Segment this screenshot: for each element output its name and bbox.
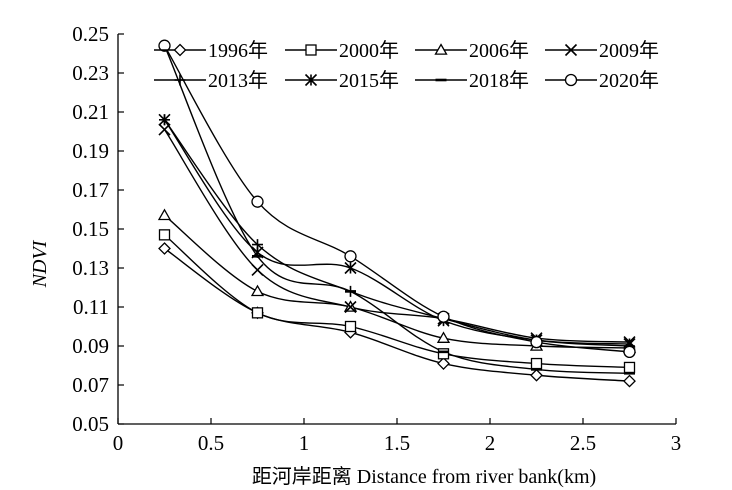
legend-label: 2020年 bbox=[599, 69, 659, 92]
y-tick-label: 0.05 bbox=[72, 412, 109, 436]
data-point-triangle bbox=[250, 284, 265, 297]
legend-label: 2013年 bbox=[208, 69, 268, 92]
y-tick-label: 0.15 bbox=[72, 217, 109, 241]
series-line-4 bbox=[163, 119, 630, 347]
legend-label: 2006年 bbox=[469, 39, 529, 62]
legend-label: 2015年 bbox=[339, 69, 399, 92]
legend-marker-plus bbox=[174, 74, 186, 86]
data-point-circle bbox=[623, 345, 636, 359]
series-markers bbox=[157, 39, 637, 388]
y-tick-label: 0.17 bbox=[72, 178, 109, 202]
legend-marker-square bbox=[305, 44, 317, 56]
data-point-diamond bbox=[623, 374, 636, 388]
axes: 0.05 0.07 0.09 0.11 0.13 0.15 0.17 0.19 0.21 0.23… bbox=[72, 22, 681, 455]
legend-label: 1996年 bbox=[208, 39, 268, 62]
legend-label: 2009年 bbox=[599, 39, 659, 62]
data-point-square bbox=[251, 307, 264, 319]
series-line-1 bbox=[164, 234, 630, 369]
data-point-triangle bbox=[436, 331, 451, 343]
x-axis-title: 距河岸距离 Distance from river bank(km) bbox=[252, 465, 596, 488]
y-axis-title: NDVI bbox=[29, 239, 51, 288]
x-tick-label: 0 bbox=[113, 431, 124, 455]
x-tick-label: 1.5 bbox=[384, 431, 410, 455]
data-point-asterisk bbox=[158, 113, 171, 126]
y-tick-label: 0.09 bbox=[72, 334, 109, 358]
data-point-diamond bbox=[437, 357, 450, 370]
data-point-diamond bbox=[530, 368, 543, 382]
x-tick-label: 3 bbox=[671, 431, 682, 455]
series-line-6 bbox=[163, 45, 630, 374]
legend-label: 2018年 bbox=[469, 69, 529, 92]
y-tick-label: 0.07 bbox=[72, 373, 109, 397]
legend-marker-circle bbox=[564, 73, 578, 87]
legend-marker-x bbox=[564, 43, 578, 57]
data-point-diamond bbox=[158, 242, 171, 255]
data-point-x bbox=[158, 123, 171, 136]
series-line-2 bbox=[164, 214, 630, 349]
data-point-x bbox=[344, 300, 357, 314]
data-point-circle bbox=[530, 335, 543, 349]
series-lines bbox=[163, 45, 630, 382]
x-tick-label: 0.5 bbox=[198, 431, 224, 455]
data-point-square bbox=[530, 357, 543, 370]
y-tick-label: 0.11 bbox=[73, 295, 109, 319]
data-point-circle bbox=[437, 310, 450, 323]
data-point-circle bbox=[251, 195, 264, 208]
y-tick-label: 0.23 bbox=[72, 61, 109, 85]
legend-marker-asterisk bbox=[304, 73, 318, 87]
legend: 1996年 2000年 2006年 2009年 2013年 2015年 2018年 2020年 bbox=[154, 39, 659, 92]
data-point-circle bbox=[344, 250, 357, 263]
data-point-square bbox=[437, 348, 450, 360]
y-tick-label: 0.19 bbox=[72, 139, 109, 163]
x-tick-label: 2 bbox=[485, 431, 496, 455]
series-line-3 bbox=[163, 129, 630, 343]
data-point-square bbox=[344, 320, 357, 333]
x-tick-label: 2.5 bbox=[570, 431, 596, 455]
y-tick-label: 0.21 bbox=[72, 100, 109, 124]
legend-marker-triangle bbox=[434, 43, 448, 55]
y-tick-label: 0.25 bbox=[72, 22, 109, 46]
data-point-circle bbox=[158, 39, 171, 52]
data-point-x bbox=[251, 263, 264, 277]
series-line-0 bbox=[164, 247, 630, 382]
data-point-square bbox=[623, 361, 636, 374]
series-line-5 bbox=[163, 119, 630, 345]
legend-label: 2000年 bbox=[339, 39, 399, 62]
x-tick-label: 1 bbox=[299, 431, 310, 455]
data-point-asterisk bbox=[344, 261, 357, 275]
y-tick-label: 0.13 bbox=[72, 256, 109, 280]
data-point-triangle bbox=[157, 208, 172, 221]
data-point-square bbox=[158, 229, 171, 241]
legend-marker-diamond bbox=[173, 43, 187, 57]
